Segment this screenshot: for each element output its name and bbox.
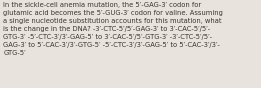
Text: In the sickle-cell anemia mutation, the 5′-GAG-3′ codon for
glutamic acid become: In the sickle-cell anemia mutation, the … (3, 2, 223, 56)
